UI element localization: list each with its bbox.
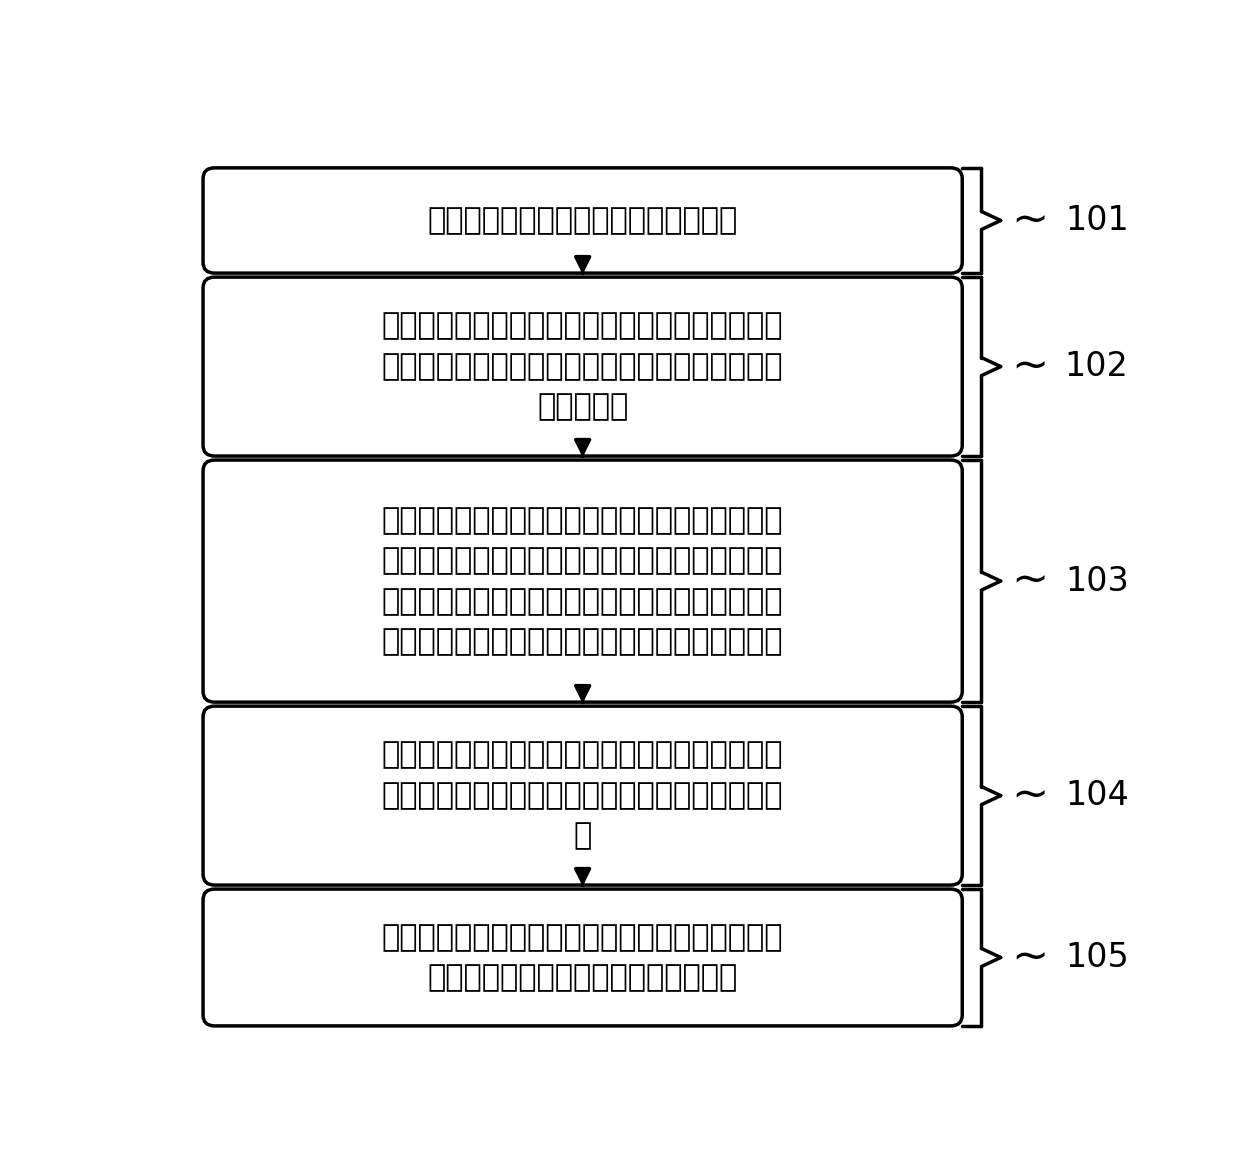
Text: ~: ~ (1011, 345, 1048, 388)
FancyBboxPatch shape (203, 706, 962, 886)
Text: 主站与从站激光秒脉冲信号粗同步，所述粗同步是
主站或从站将本地脉冲与时间尺度上相邻的接收脉
冲信号对齐: 主站与从站激光秒脉冲信号粗同步，所述粗同步是 主站或从站将本地脉冲与时间尺度上相… (382, 312, 784, 421)
Text: 在主站与从站中，测量本地脉冲和接收脉冲的时间
间隔，所述时间间隔是经过粗同步的本地脉冲周期
和接收脉冲周期的差値，主站测得的时间间隔是主
站时间间隔，从站测得的: 在主站与从站中，测量本地脉冲和接收脉冲的时间 间隔，所述时间间隔是经过粗同步的本… (382, 506, 784, 657)
Text: 主站向从站发送信息，包括所述主站时间间隔和时
间戳，所述时间戳用于标记主站时间间隔的测量时
间: 主站向从站发送信息，包括所述主站时间间隔和时 间戳，所述时间戳用于标记主站时间间… (382, 740, 784, 850)
FancyBboxPatch shape (203, 889, 962, 1026)
Text: 主站与从站之间建立光纤双向同步链路: 主站与从站之间建立光纤双向同步链路 (428, 206, 738, 235)
Text: 104: 104 (1065, 779, 1128, 812)
FancyBboxPatch shape (203, 168, 962, 273)
Text: ~: ~ (1011, 774, 1048, 818)
Text: 取同一测量时间的主站时间间隔与从站时间间隔差
値的一半，作为主站与从站的时钟钟差: 取同一测量时间的主站时间间隔与从站时间间隔差 値的一半，作为主站与从站的时钟钟差 (382, 923, 784, 992)
Text: 101: 101 (1065, 204, 1128, 237)
FancyBboxPatch shape (203, 277, 962, 456)
FancyBboxPatch shape (203, 460, 962, 703)
Text: ~: ~ (1011, 936, 1048, 979)
Text: ~: ~ (1011, 199, 1048, 242)
Text: 105: 105 (1065, 941, 1128, 974)
Text: 103: 103 (1065, 564, 1128, 597)
Text: ~: ~ (1011, 560, 1048, 603)
Text: 102: 102 (1065, 350, 1128, 384)
